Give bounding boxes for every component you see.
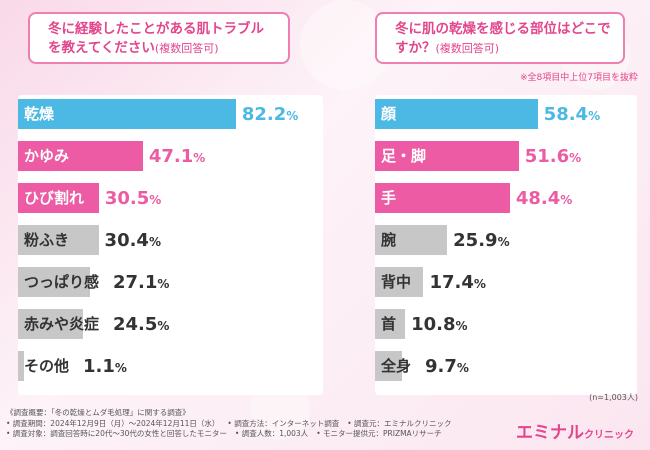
bar-1-2 (375, 183, 510, 213)
value-label-1-2: 48.4% (515, 188, 573, 209)
footer-period: • 調査期間：2024年12月9日（月）〜2024年12月11日（水） (6, 418, 220, 428)
logo-sub: クリニック (584, 430, 634, 441)
bar-1-3 (375, 225, 448, 255)
bar-1-6 (375, 351, 403, 381)
value-label-0-3: 30.4% (104, 230, 161, 251)
bar-1-0 (375, 99, 538, 129)
bar-0-3 (18, 225, 99, 255)
bar-label-1-0: 顔 (381, 105, 397, 123)
bar-1-4 (375, 267, 424, 297)
footer-count: • 調査人数：1,003人 (234, 429, 309, 438)
bar-label-1-6: 全身 (381, 357, 412, 375)
value-label-1-0: 58.4% (543, 104, 601, 125)
value-label-0-1: 47.1% (148, 146, 206, 167)
bar-label-0-0: 乾燥 (24, 105, 55, 123)
value-label-0-2: 30.5% (104, 188, 162, 209)
value-label-1-5: 10.8% (411, 314, 468, 335)
right-chart-title: 冬に肌の乾燥を感じる部位はどこですか？ (395, 21, 611, 56)
value-label-1-1: 51.6% (524, 146, 582, 167)
footer-source: • 調査元：エミナルクリニック (347, 418, 452, 428)
value-label-0-0: 82.2% (241, 104, 299, 125)
sample-size: (n=1,003人) (589, 393, 638, 402)
footer-line-2: • 調査期間：2024年12月9日（月）〜2024年12月11日（水） • 調査方… (6, 419, 460, 430)
logo: エミナルクリニック (516, 418, 634, 443)
logo-main: エミナル (516, 423, 584, 443)
bar-label-0-2: ひび割れ (24, 189, 85, 207)
value-label-1-3: 25.9% (453, 230, 510, 251)
right-chart-subtitle: (複数回答可) (435, 42, 500, 55)
left-chart-title: 冬に経験したことがある肌トラブルを教えてください (48, 21, 264, 56)
value-label-1-4: 17.4% (429, 272, 486, 293)
bar-0-0 (18, 99, 236, 129)
bar-label-1-2: 手 (381, 189, 397, 207)
bar-1-5 (375, 309, 406, 339)
bar-label-1-4: 背中 (381, 273, 412, 291)
bar-label-0-1: かゆみ (24, 147, 70, 165)
bar-0-6 (18, 351, 24, 381)
right-chart-note: ※全8項目中上位7項目を抜粋 (520, 73, 638, 83)
left-chart-title-box: 冬に経験したことがある肌トラブルを教えてください(複数回答可) (28, 12, 290, 64)
left-chart-panel: 乾燥 82.2% かゆみ 47.1% ひび割れ 30.5% 粉ふき 30.4% つっぱり感 27.… (18, 95, 323, 395)
bar-label-0-4: つっぱり感 (24, 273, 100, 291)
value-label-0-6: 1.1% (83, 356, 127, 377)
bar-label-0-5: 赤みや炎症 (24, 315, 100, 333)
bar-0-5 (18, 309, 83, 339)
bar-0-4 (18, 267, 90, 297)
footer-provider: • モニター提供元：PRIZMAリサーチ (316, 429, 442, 438)
value-label-1-6: 9.7% (425, 356, 469, 377)
bar-0-1 (18, 141, 143, 171)
bar-label-1-5: 首 (381, 315, 397, 333)
value-label-0-4: 27.1% (113, 272, 170, 293)
bar-0-2 (18, 183, 99, 213)
right-chart-title-box: 冬に肌の乾燥を感じる部位はどこですか？(複数回答可) (375, 12, 625, 64)
value-label-0-5: 24.5% (113, 314, 170, 335)
bar-1-1 (375, 141, 519, 171)
bar-label-0-6: その他 (24, 357, 70, 375)
bar-label-0-3: 粉ふき (24, 231, 70, 249)
left-chart-subtitle: (複数回答可) (154, 42, 219, 55)
right-chart-panel: 顔 58.4% 足・脚 51.6% 手 48.4% 腕 25.9% 背中 17.4% 首 10.8% 全… (375, 95, 637, 395)
footer-line-1: 《調査概要：「冬の乾燥とムダ毛処理」に関する調査》 (6, 408, 190, 417)
bar-label-1-3: 腕 (381, 231, 397, 249)
footer-method: • 調査方法：インターネット調査 (227, 418, 340, 428)
footer-line-3: • 調査対象：調査回答時に20代〜30代の女性と回答したモニター • 調査人数：1… (6, 429, 460, 440)
survey-footer: 《調査概要：「冬の乾燥とムダ毛処理」に関する調査》 • 調査期間：2024年12… (6, 408, 460, 440)
bar-label-1-1: 足・脚 (381, 147, 427, 165)
footer-target: • 調査対象：調査回答時に20代〜30代の女性と回答したモニター (6, 429, 227, 438)
